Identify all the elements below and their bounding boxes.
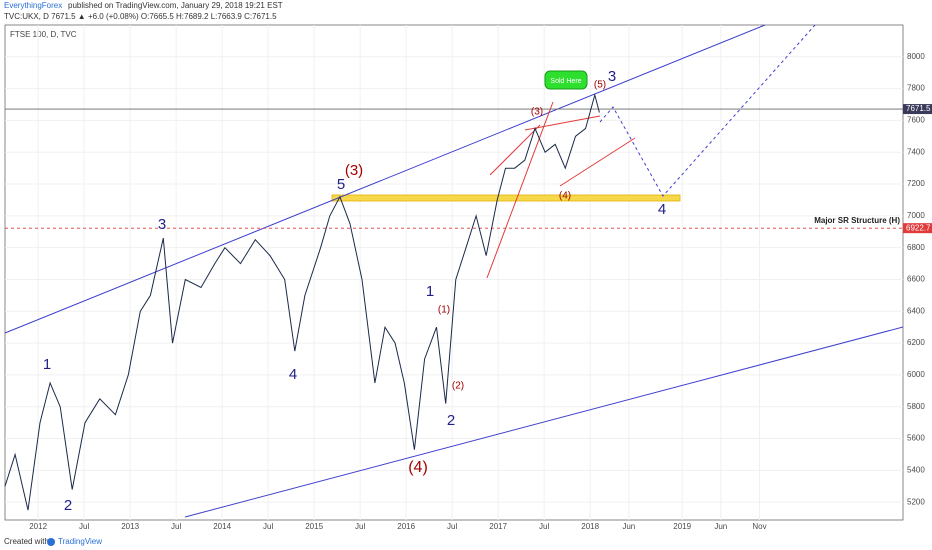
price-line: [4, 93, 600, 511]
wave-label: 1: [426, 283, 434, 300]
x-tick-label: 2017: [489, 522, 507, 531]
wedge-line: [486, 101, 554, 279]
wedge-line: [559, 137, 636, 187]
last-price-label: 7671.5: [906, 104, 931, 113]
wave-label: 4: [289, 366, 297, 383]
y-tick-label: 6400: [907, 306, 925, 315]
support-label: Major SR Structure (H): [814, 216, 900, 225]
legend: FTSE 100, D, TVC: [10, 30, 77, 39]
y-tick-label: 7000: [907, 211, 925, 220]
grid: [5, 25, 903, 520]
y-tick-label: 8000: [907, 52, 925, 61]
channel-lower: [184, 326, 904, 518]
wave-label: 3: [158, 216, 166, 233]
wave-label: 1: [43, 356, 51, 373]
wave-label: 5: [337, 176, 345, 193]
wave-label: 4: [658, 201, 666, 218]
x-tick-label: 2014: [213, 522, 231, 531]
x-tick-label: 2015: [305, 522, 323, 531]
support-value: 6922.7: [906, 223, 931, 232]
x-tick-label: 2012: [29, 522, 47, 531]
wave-label: (3): [531, 107, 543, 118]
plot-frame: [4, 24, 904, 521]
y-tick-label: 5400: [907, 465, 925, 474]
wave-label: (2): [452, 381, 464, 392]
y-tick-label: 6600: [907, 275, 925, 284]
wave-label: (5): [594, 80, 606, 91]
x-tick-label: 2019: [673, 522, 691, 531]
x-tick-label: 2016: [397, 522, 415, 531]
y-tick-label: 7800: [907, 84, 925, 93]
y-tick-label: 6800: [907, 243, 925, 252]
wave-label: (4): [559, 191, 571, 202]
y-tick-label: 5200: [907, 497, 925, 506]
projection: [599, 24, 816, 197]
author[interactable]: EverythingForex: [4, 1, 62, 10]
y-tick-label: 5800: [907, 402, 925, 411]
x-tick-label: Jul: [447, 522, 457, 531]
x-tick-label: 2013: [121, 522, 139, 531]
y-tick-label: 5600: [907, 434, 925, 443]
y-tick-label: 7200: [907, 179, 925, 188]
wedge-line: [489, 124, 541, 176]
footer-brand[interactable]: TradingView: [58, 537, 102, 546]
quote: TVC:UKX, D 7671.5 ▲ +6.0 (+0.08%) O:7665…: [4, 12, 277, 21]
footer: [0, 533, 932, 550]
x-tick-label: Jun: [714, 522, 727, 531]
footer-created: Created with: [4, 537, 49, 546]
x-tick-label: Jul: [355, 522, 365, 531]
x-tick-label: Jul: [79, 522, 89, 531]
wave-label: 3: [608, 68, 616, 85]
support-tag: [903, 223, 932, 234]
published: published on TradingView.com, January 29…: [68, 1, 283, 10]
x-tick-label: Jul: [263, 522, 273, 531]
wave-label: (3): [345, 162, 363, 179]
support-zone: [331, 194, 681, 202]
x-tick-label: Jul: [539, 522, 549, 531]
y-tick-label: 6200: [907, 338, 925, 347]
last-price-tag: [903, 104, 932, 115]
x-tick-label: 2018: [581, 522, 599, 531]
callout: Sold Here: [550, 78, 581, 85]
wedge-line: [524, 115, 601, 131]
wave-label: 2: [64, 497, 72, 514]
wave-label: (4): [408, 459, 428, 476]
wave-label: 2: [447, 412, 455, 429]
y-tick-label: 7400: [907, 147, 925, 156]
y-tick-label: 6000: [907, 370, 925, 379]
channel-upper: [4, 24, 766, 334]
x-tick-label: Nov: [752, 522, 766, 531]
y-tick-label: 7600: [907, 116, 925, 125]
x-tick-label: Jul: [171, 522, 181, 531]
x-tick-label: Jun: [622, 522, 635, 531]
wave-label: (1): [438, 305, 450, 316]
marks: [4, 93, 903, 511]
callout-box: [544, 70, 588, 90]
logo: [47, 538, 55, 546]
